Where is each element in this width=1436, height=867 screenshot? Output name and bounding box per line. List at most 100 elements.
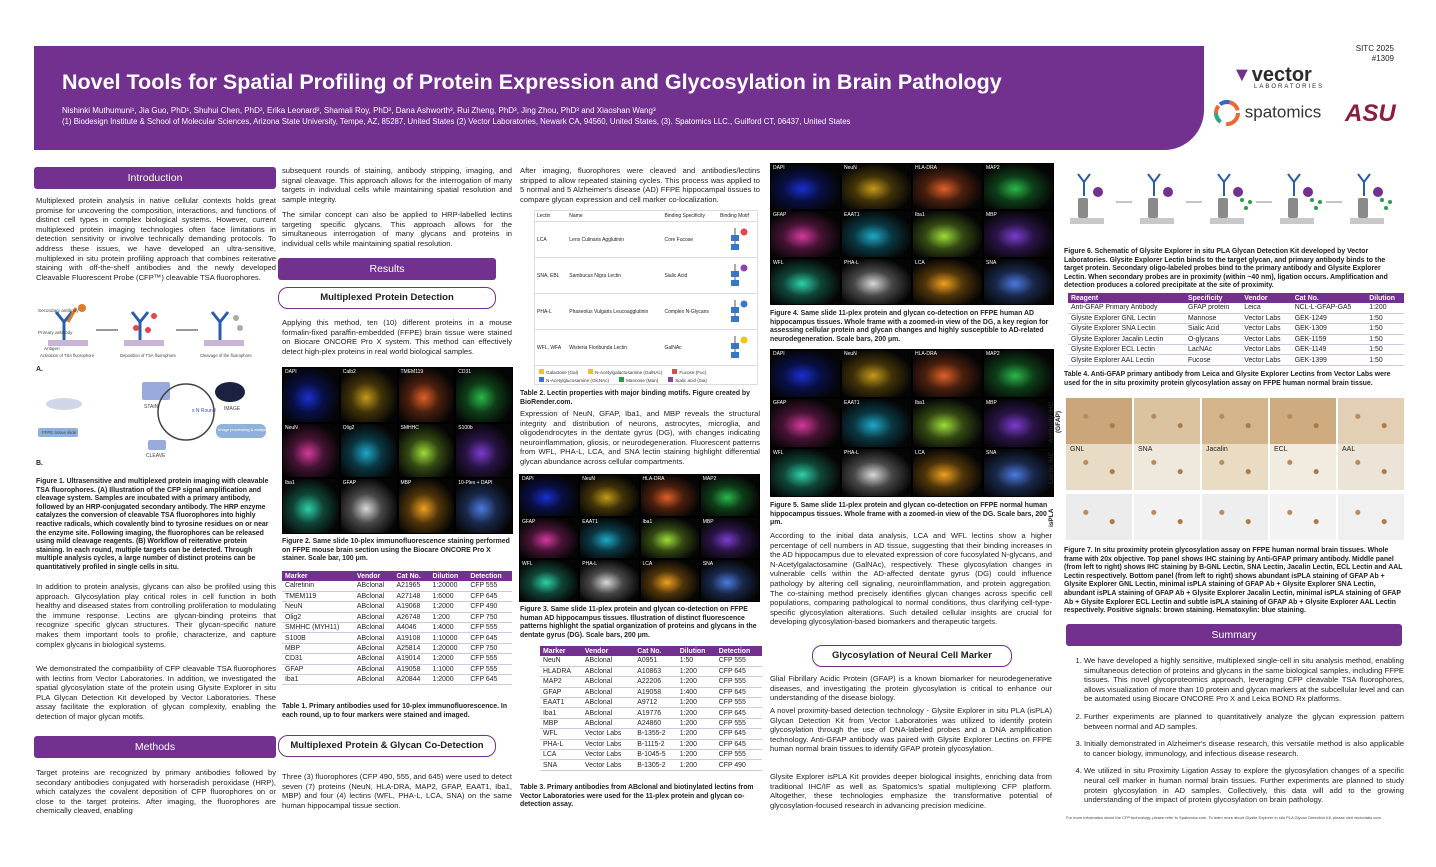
figure-7-col-label: Jacalin [1206, 446, 1228, 453]
fig1-label-tissue: FFPE tissue slide [42, 430, 77, 435]
table-3-cell: CFP 645 [715, 707, 762, 719]
figure-4-panel-label: DAPI [773, 165, 785, 171]
figure-2-panel-label: 10-Plex + DAPI [458, 480, 493, 487]
table-3-cell: WFL [540, 728, 582, 740]
summary-item: We utilized in situ Proximity Ligation A… [1084, 766, 1404, 804]
figure-7-tissue-image: Jacalin [1202, 444, 1268, 490]
table-3-row: EAAT1 ABclonal A9712 1:200 CFP 555 [540, 697, 762, 709]
figure-3-panel: NeuN [580, 475, 639, 516]
figure-3-panel-label: SNA [702, 561, 714, 568]
figure-2-panel-label: Calb2 [342, 369, 356, 375]
table-1-header-cell: Detection [467, 571, 512, 581]
figure-4-panel-label: GFAP [773, 212, 787, 219]
figure-4-panel: NeuN [842, 164, 911, 210]
figure-5-panel: DAPI [771, 350, 840, 398]
figure-4-panel-label: SNA [986, 259, 997, 266]
table-4-cell: Glysite Explorer SNA Lectin [1068, 323, 1185, 335]
table-1-cell: GFAP [282, 664, 354, 676]
table-4-cell: 1:50 [1366, 334, 1404, 346]
table-3-cell: SNA [540, 759, 582, 771]
table-4-cell: Vector Labs [1241, 323, 1292, 335]
figure-4-panel: HLA-DRA [913, 164, 982, 210]
figure-3-panel-label: EAAT1 [582, 518, 598, 525]
results-paragraph-4: Expression of NeuN, GFAP, Iba1, and MBP … [520, 409, 760, 466]
table-4-cell: Fucose [1185, 354, 1242, 366]
poster-title: Novel Tools for Spatial Profiling of Pro… [62, 70, 1002, 94]
figure-5-panel: EAAT1 [842, 399, 911, 447]
figure-2-panel-label: DAPI [285, 369, 297, 375]
figure-3-panel: EAAT1 [580, 517, 639, 559]
lectin-cell: Core Fucose [662, 221, 718, 258]
figure-5-panel: WFL [771, 448, 840, 496]
table-3-cell: CFP 555 [715, 718, 762, 730]
table-4-cell: Glysite Explorer ECL Lectin [1068, 344, 1185, 356]
table-1-row: SMHHC (MYH11) ABclonal A4046 1:4000 CFP 555 [282, 622, 512, 634]
figure-3-panel-label: DAPI [522, 476, 534, 482]
figure-2-panel: 10-Plex + DAPI [456, 479, 512, 533]
results-paragraph-7: A novel proximity-based detection techno… [770, 706, 1052, 754]
table-3-cell: CFP 645 [715, 687, 762, 699]
table-4-cell: GFAP protein [1185, 303, 1242, 314]
figure-3-panel-label: WFL [522, 561, 533, 568]
figure-7-tissue-image [1066, 398, 1132, 444]
figure-2-panel-label: NeuN [285, 424, 298, 431]
table-3-cell: 1:200 [676, 728, 716, 740]
figure-7-tissue-image [1338, 398, 1404, 444]
table-4-row: Glysite Explorer ECL Lectin LacNAc Vector … [1068, 344, 1404, 356]
table-1-header-cell: Vendor [353, 571, 394, 581]
table-4-cell: LacNAc [1185, 344, 1242, 356]
table-1-header-cell: Cat No. [393, 571, 430, 581]
results-paragraph-1: Applying this method, ten (10) different… [282, 318, 512, 356]
table-1-cell: A4046 [393, 622, 430, 634]
conference-name: SITC 2025 [1355, 44, 1394, 53]
figure-4-panel: DAPI [771, 164, 840, 210]
figure-7-tissue-image [1202, 398, 1268, 444]
figure-7-grid: Antibody IHC (GFAP) Lectin IHC GNL SNA Jacal… [1048, 398, 1406, 542]
figure-2-panel: DAPI [283, 368, 339, 422]
figure-5-panel: NeuN [842, 350, 911, 398]
lectin-motif-icon [718, 257, 757, 294]
table-1-cell: 1:10000 [429, 632, 468, 644]
figure-7-col-label: GNL [1070, 446, 1085, 453]
lectin-legend-item: Sialic acid (Sia) [668, 377, 707, 383]
table-3-cell: A9712 [634, 697, 677, 709]
figure-7-tissue-image [1134, 494, 1200, 540]
asu-logo: ASU [1345, 100, 1396, 127]
intro-paragraph-3: We demonstrated the compatibility of CFP… [36, 664, 276, 721]
figure-7-tissue-image [1202, 494, 1268, 540]
table-4-cell: 1:50 [1366, 354, 1404, 366]
figure-4-panel: Iba1 [913, 211, 982, 257]
table-3-cell: CFP 555 [715, 749, 762, 761]
figure-7-tissue-image: GNL [1066, 444, 1132, 490]
table-1-header-cell: Dilution [429, 571, 468, 581]
figure-5-panel-label: LCA [915, 449, 925, 456]
table-1-cell: CFP 555 [467, 653, 512, 665]
lectin-motif-icon [718, 293, 757, 330]
lectin-cell: Sambucus Nigra Lectin [567, 257, 663, 294]
table-1: Marker Vendor Cat No. Dilution Detection Calr… [282, 571, 512, 686]
table-4-cell: GEK-1399 [1291, 354, 1367, 366]
table-3-cell: CFP 490 [715, 759, 762, 771]
table-3-cell: GFAP [540, 687, 582, 699]
figure-5-panel-label: EAAT1 [844, 400, 860, 407]
table-1-cell: ABclonal [353, 664, 394, 676]
table-3-row: LCA Vector Labs B-1045-5 1:200 CFP 555 [540, 749, 762, 761]
table-4-cell: Glysite Explorer GNL Lectin [1068, 313, 1185, 325]
lectin-cell: Wisteria Floribunda Lectin [567, 329, 663, 366]
lectin-cell: GalNAc [662, 329, 718, 366]
table-3-row: PHA-L Vector Labs B-1115-2 1:200 CFP 645 [540, 739, 762, 751]
figure-2-panel-label: Iba1 [285, 480, 295, 487]
table-3-cell: CFP 645 [715, 739, 762, 751]
table-3-cell: B-1305-2 [634, 759, 677, 771]
table-1-cell: Olig2 [282, 612, 354, 624]
table-1-cell: ABclonal [353, 622, 394, 634]
table-3-cell: CFP 555 [715, 656, 762, 667]
table-3-cell: 1:50 [676, 656, 716, 667]
table-3-cell: 1:400 [676, 687, 716, 699]
figure-4-panel-label: PHA-L [844, 259, 859, 266]
figure-3-panel: MAP2 [700, 475, 759, 516]
table-4-row: Glysite Explorer Jacalin Lectin O-glycans… [1068, 334, 1404, 346]
figure-1-schematic: Secondary antibody Primary antibody Anti… [36, 300, 276, 472]
lectin-legend-item: Galactose (Gal) [539, 369, 578, 375]
lectin-row: PHA-L Phaseolus Vulgaris Leucoagglutinin C… [535, 293, 757, 330]
